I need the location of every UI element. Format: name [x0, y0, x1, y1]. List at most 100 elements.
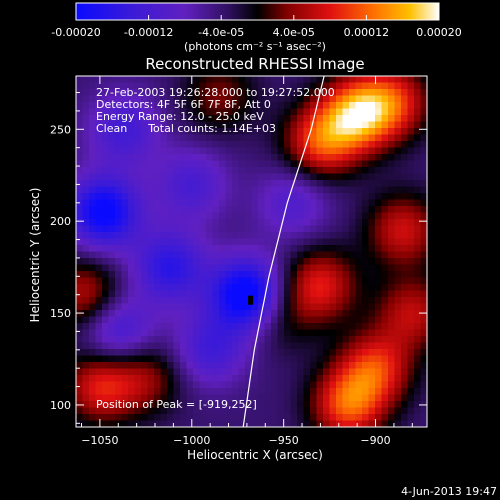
heatmap-cell — [199, 128, 207, 135]
heatmap-cell — [186, 206, 194, 213]
heatmap-cell — [232, 102, 239, 109]
heatmap-cell — [310, 238, 317, 246]
heatmap-cell — [407, 271, 415, 278]
heatmap-cell — [394, 323, 402, 330]
heatmap-cell — [297, 388, 304, 395]
heatmap-cell — [258, 407, 265, 415]
heatmap-cell — [284, 264, 291, 272]
heatmap-cell — [381, 284, 389, 291]
heatmap-cell — [193, 258, 200, 265]
heatmap-cell — [336, 95, 343, 103]
heatmap-cell — [199, 251, 207, 259]
heatmap-cell — [173, 173, 181, 181]
heatmap-cell — [102, 173, 109, 181]
heatmap-cell — [232, 381, 239, 389]
heatmap-cell — [362, 407, 369, 415]
heatmap-cell — [414, 232, 421, 239]
heatmap-cell — [160, 316, 168, 324]
heatmap-cell — [401, 336, 408, 343]
heatmap-cell — [323, 76, 330, 83]
heatmap-cell — [310, 388, 317, 395]
heatmap-cell — [264, 271, 272, 278]
heatmap-cell — [271, 82, 278, 90]
heatmap-cell — [323, 290, 330, 298]
heatmap-cell — [303, 271, 311, 278]
heatmap-cell — [407, 128, 415, 135]
heatmap-cell — [375, 362, 382, 369]
heatmap-cell — [141, 264, 148, 272]
heatmap-cell — [206, 115, 213, 122]
heatmap-cell — [128, 180, 135, 187]
heatmap-cell — [251, 108, 259, 116]
heatmap-cell — [355, 134, 363, 142]
heatmap-cell — [206, 238, 213, 246]
heatmap-cell — [342, 134, 350, 142]
heatmap-cell — [199, 323, 207, 330]
heatmap-cell — [362, 154, 369, 161]
heatmap-cell — [349, 245, 356, 252]
heatmap-cell — [76, 329, 83, 337]
heatmap-cell — [232, 297, 239, 304]
heatmap-cell — [89, 310, 96, 317]
heatmap-cell — [362, 108, 369, 116]
x-tick-label: −900 — [360, 434, 390, 447]
heatmap-cell — [290, 362, 298, 369]
heatmap-cell — [297, 134, 304, 142]
heatmap-cell — [375, 238, 382, 246]
heatmap-cell — [297, 128, 304, 135]
heatmap-cell — [329, 264, 337, 272]
heatmap-cell — [82, 414, 90, 421]
heatmap-cell — [310, 290, 317, 298]
heatmap-cell — [89, 290, 96, 298]
heatmap-cell — [212, 271, 220, 278]
heatmap-cell — [76, 225, 83, 233]
heatmap-cell — [323, 258, 330, 265]
heatmap-cell — [193, 212, 200, 220]
heatmap-cell — [251, 102, 259, 109]
heatmap-cell — [89, 375, 96, 382]
heatmap-cell — [193, 414, 200, 421]
heatmap-cell — [180, 381, 187, 389]
heatmap-cell — [407, 134, 415, 142]
heatmap-cell — [401, 368, 408, 376]
heatmap-cell — [199, 316, 207, 324]
heatmap-cell — [167, 76, 174, 83]
heatmap-cell — [206, 264, 213, 272]
heatmap-cell — [128, 375, 135, 382]
heatmap-cell — [316, 251, 324, 259]
heatmap-cell — [199, 238, 207, 246]
heatmap-cell — [258, 349, 265, 356]
heatmap-cell — [394, 264, 402, 272]
heatmap-cell — [102, 95, 109, 103]
heatmap-cell — [186, 154, 194, 161]
heatmap-cell — [173, 349, 181, 356]
heatmap-cell — [251, 238, 259, 246]
heatmap-cell — [173, 258, 181, 265]
heatmap-cell — [381, 290, 389, 298]
heatmap-cell — [407, 336, 415, 343]
heatmap-cell — [121, 407, 129, 415]
heatmap-cell — [375, 394, 382, 402]
heatmap-cell — [102, 401, 109, 408]
heatmap-cell — [186, 212, 194, 220]
heatmap-cell — [258, 199, 265, 207]
heatmap-cell — [258, 173, 265, 181]
heatmap-cell — [355, 290, 363, 298]
heatmap-cell — [323, 102, 330, 109]
heatmap-cell — [225, 381, 233, 389]
heatmap-cell — [147, 342, 155, 350]
heatmap-cell — [323, 108, 330, 116]
heatmap-cell — [232, 238, 239, 246]
heatmap-cell — [407, 284, 415, 291]
heatmap-cell — [199, 76, 207, 83]
heatmap-cell — [271, 264, 278, 272]
heatmap-cell — [206, 284, 213, 291]
heatmap-cell — [355, 407, 363, 415]
heatmap-cell — [323, 212, 330, 220]
heatmap-cell — [420, 206, 427, 213]
heatmap-cell — [323, 277, 330, 285]
heatmap-cell — [225, 102, 233, 109]
heatmap-cell — [394, 186, 402, 194]
heatmap-cell — [89, 186, 96, 194]
heatmap-cell — [167, 89, 174, 96]
